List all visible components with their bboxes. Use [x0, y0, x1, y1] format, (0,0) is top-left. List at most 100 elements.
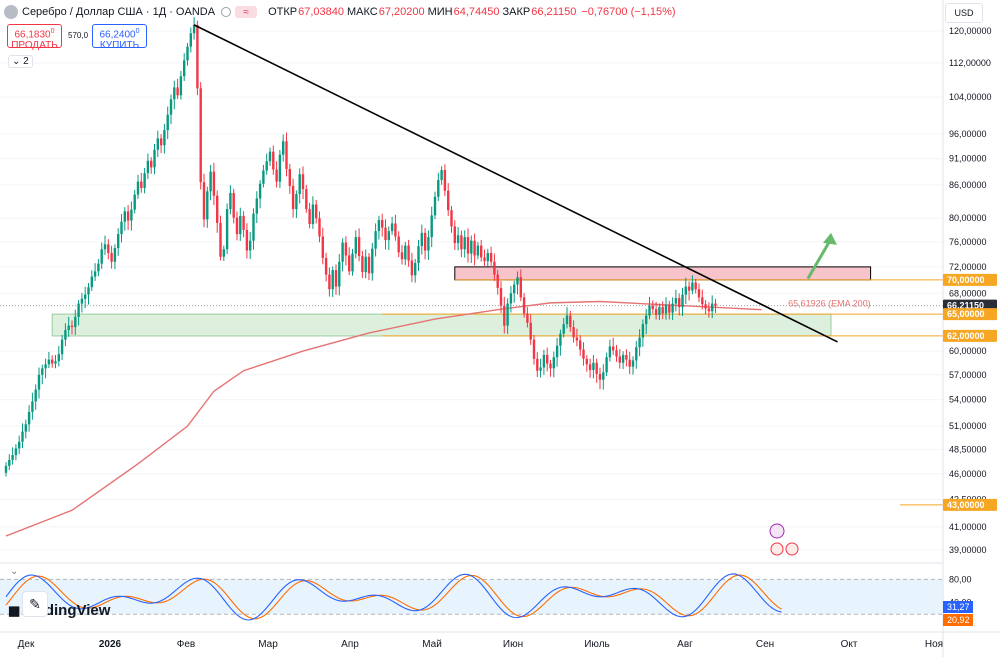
candle-body: [60, 339, 64, 355]
candle-body: [374, 231, 377, 249]
candle-body: [14, 448, 18, 456]
indicators-toggle[interactable]: ⌄ 2: [8, 55, 33, 68]
candle-body: [552, 357, 555, 369]
candle-body: [163, 130, 166, 146]
candle: [476, 241, 480, 260]
lightning-event-icon: [769, 523, 785, 539]
candle-body: [113, 248, 117, 262]
candle-body: [242, 215, 245, 230]
candle: [569, 310, 572, 332]
buy-label: КУПИТЬ: [99, 40, 140, 52]
candle: [97, 258, 100, 277]
candle: [684, 277, 687, 305]
candle: [93, 263, 97, 281]
candle-body: [146, 160, 150, 174]
drawing-tool-button[interactable]: ✎: [22, 591, 48, 617]
candle: [631, 356, 635, 375]
price-tick-label: 57,00000: [949, 370, 987, 380]
candle-body: [219, 222, 222, 257]
candle-body: [678, 298, 681, 308]
pane-collapse-icon[interactable]: ⌄: [10, 566, 19, 577]
candle: [173, 80, 176, 110]
candle: [367, 253, 371, 281]
candle-body: [371, 248, 374, 274]
ohlc-high-key: МАКС: [346, 6, 378, 18]
currency-selector[interactable]: USD: [945, 3, 983, 23]
candle-body: [532, 339, 536, 359]
candle: [509, 286, 513, 313]
candle-body: [103, 244, 107, 250]
candle-body: [225, 209, 229, 250]
candle: [427, 230, 430, 260]
candle-body: [430, 215, 433, 238]
time-tick-label: Июль: [584, 639, 610, 650]
candle: [305, 184, 308, 213]
candle: [526, 307, 529, 328]
candle: [344, 236, 348, 266]
candle-body: [21, 431, 24, 442]
candle: [120, 213, 123, 243]
candle: [80, 293, 84, 313]
candle: [87, 283, 90, 305]
candle: [638, 329, 641, 357]
arrow-shaft: [806, 238, 833, 280]
symbol-title[interactable]: Серебро / Доллар США · 1Д · OANDA: [22, 6, 216, 18]
candle: [410, 252, 414, 283]
sell-button[interactable]: 66,18300 ПРОДАТЬ: [7, 24, 62, 51]
candle-body: [711, 303, 714, 312]
candle-body: [212, 171, 216, 196]
candle: [585, 355, 588, 372]
ohlc-change-value: −0,76700 (−1,15%): [581, 6, 676, 18]
candle-body: [176, 87, 179, 96]
candle-body: [133, 194, 136, 210]
candle: [364, 249, 367, 279]
candle-body: [169, 99, 173, 115]
price-tick-label: 41,00000: [949, 522, 987, 532]
candle-body: [539, 367, 542, 371]
candle-body: [74, 316, 77, 328]
candle-body: [546, 354, 549, 364]
candle: [486, 248, 489, 267]
candle-body: [681, 294, 684, 308]
candle-body: [384, 227, 387, 241]
candle: [133, 189, 136, 214]
candle-body: [404, 245, 407, 260]
candle-body: [159, 138, 163, 146]
candle-body: [179, 76, 183, 96]
candle-body: [130, 209, 133, 221]
candle: [351, 248, 354, 276]
candle: [437, 172, 440, 202]
candle: [242, 211, 245, 238]
candle: [21, 423, 24, 449]
candle: [701, 289, 704, 310]
candle: [374, 223, 377, 257]
candle-body: [489, 252, 493, 262]
candle: [542, 349, 546, 375]
candle-body: [450, 210, 453, 227]
candle: [674, 289, 678, 312]
candle: [64, 323, 67, 346]
candle-body: [503, 305, 506, 326]
candle-body: [569, 315, 572, 328]
candle-body: [615, 350, 618, 357]
buy-button[interactable]: 66,24000 КУПИТЬ: [92, 24, 147, 52]
us-flag-event-icon: [770, 542, 784, 556]
candle: [499, 281, 503, 314]
candle: [664, 297, 668, 320]
candle-body: [549, 363, 552, 369]
candle-body: [341, 242, 344, 262]
candle-body: [496, 274, 499, 288]
spread-value: 570,0: [68, 31, 89, 40]
candle-body: [579, 340, 582, 350]
candle-body: [150, 160, 153, 168]
candle-body: [387, 231, 390, 241]
equals-icon[interactable]: ≈: [235, 6, 258, 18]
ohlc-high-value: 67,20200: [378, 6, 425, 18]
candle-body: [562, 324, 565, 334]
candle-body: [354, 237, 357, 254]
indicators-count: 2: [23, 56, 29, 67]
candle-body: [229, 192, 232, 210]
candle: [232, 188, 235, 224]
price-tick-label: 72,00000: [949, 262, 987, 272]
